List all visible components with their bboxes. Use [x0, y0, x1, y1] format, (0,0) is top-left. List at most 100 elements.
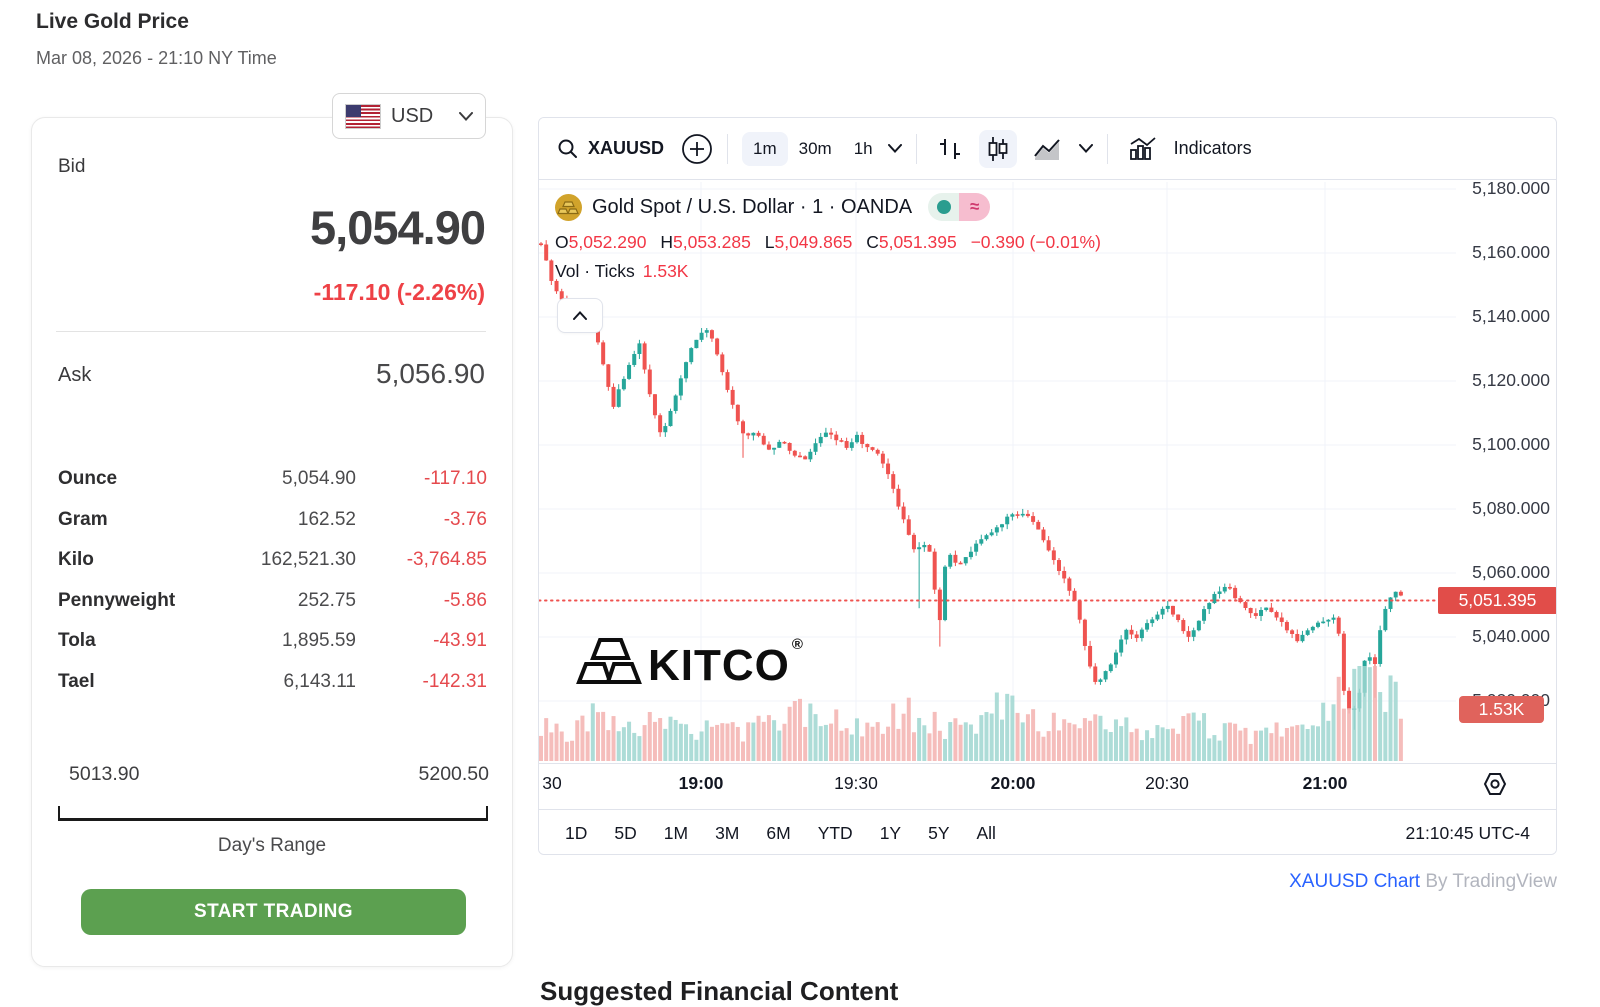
candles-style-icon[interactable] — [978, 129, 1017, 168]
time-axis[interactable]: 30 19:00 19:30 20:00 20:30 21:00 — [539, 763, 1556, 810]
range-button-6m[interactable]: 6M — [766, 822, 791, 843]
chart-toolbar: XAUUSD 1m 30m 1h — [539, 118, 1556, 180]
unit-row: Gram 162.52 -3.76 — [32, 509, 512, 550]
style-chevron-down-icon[interactable] — [1078, 144, 1093, 153]
volume-readout: Vol · Ticks 1.53K — [555, 261, 689, 281]
indicators-button[interactable]: Indicators — [1173, 138, 1252, 158]
price-tick-label: 5,180.000 — [1472, 178, 1550, 198]
page-title: Live Gold Price — [36, 10, 189, 33]
section-heading-clipped: Suggested Financial Content — [540, 976, 899, 1006]
unit-row: Pennyweight 252.75 -5.86 — [32, 590, 512, 631]
range-button-1d[interactable]: 1D — [565, 822, 588, 843]
tradingview-chart-panel: XAUUSD 1m 30m 1h — [538, 117, 1557, 855]
ask-label: Ask — [58, 364, 92, 386]
bars-style-icon[interactable] — [931, 130, 969, 168]
unit-change: -43.91 — [433, 630, 487, 651]
ask-price: 5,056.90 — [376, 358, 485, 389]
bid-label: Bid — [58, 156, 86, 177]
compare-add-icon[interactable] — [681, 133, 713, 165]
last-price-label: 5,051.395 — [1438, 587, 1556, 614]
unit-value: 162,521.30 — [260, 549, 356, 570]
chart-attribution: XAUUSD Chart By TradingView — [538, 871, 1557, 893]
toolbar-separator — [727, 133, 728, 164]
range-button-1y[interactable]: 1Y — [879, 822, 902, 843]
price-axis[interactable]: 5,180.000 5,160.000 5,140.000 5,120.000 5,10… — [1439, 118, 1556, 758]
currency-selector[interactable]: USD — [332, 93, 486, 139]
price-tick-label: 5,080.000 — [1472, 498, 1550, 518]
unit-row: Kilo 162,521.30 -3,764.85 — [32, 549, 512, 590]
range-button-1m[interactable]: 1M — [663, 822, 689, 843]
unit-value: 1,895.59 — [282, 630, 356, 651]
time-tick-label: 21:00 — [1302, 773, 1348, 793]
unit-label: Pennyweight — [58, 589, 176, 611]
unit-label: Ounce — [58, 468, 118, 489]
chart-clock[interactable]: 21:10:45 UTC-4 — [1405, 822, 1530, 843]
chart-bottom-bar: 1D 5D 1M 3M 6M YTD 1Y 5Y All 21:10:45 UTC-4 — [539, 809, 1556, 854]
range-button-3m[interactable]: 3M — [715, 822, 740, 843]
gold-coin-icon — [555, 193, 582, 221]
unit-change: -142.31 — [422, 670, 487, 692]
volume-axis-label: 1.53K — [1459, 696, 1544, 723]
unit-change: -5.86 — [443, 589, 487, 611]
registered-mark: ® — [791, 636, 803, 653]
unit-row: Tael 6,143.11 -142.31 — [32, 671, 512, 712]
unit-row: Tola 1,895.59 -43.91 — [32, 630, 512, 671]
time-tick-label: 20:30 — [1145, 773, 1189, 793]
interval-30m-button[interactable]: 30m — [798, 138, 832, 158]
bid-change: -117.10 (-2.26%) — [313, 279, 485, 305]
time-tick-label: 20:00 — [990, 773, 1036, 793]
interval-1h-button[interactable]: 1h — [853, 138, 873, 158]
symbol-search-input[interactable]: XAUUSD — [588, 138, 665, 158]
unit-value: 5,054.90 — [282, 468, 356, 489]
time-tick-label: 19:30 — [834, 773, 878, 793]
price-tick-label: 5,140.000 — [1472, 306, 1550, 326]
approx-icon: ≈ — [959, 193, 991, 221]
us-flag-icon — [345, 103, 381, 129]
unit-row: Ounce 5,054.90 -117.10 — [32, 468, 512, 509]
toolbar-separator — [1106, 133, 1108, 164]
day-range-high: 5200.50 — [418, 763, 490, 785]
chart-legend: Gold Spot / U.S. Dollar · 1 · OANDA ≈ O5… — [555, 193, 1101, 282]
price-tick-label: 5,100.000 — [1472, 434, 1550, 454]
area-style-icon[interactable] — [1027, 130, 1067, 168]
range-button-ytd[interactable]: YTD — [817, 822, 853, 843]
legend-collapse-button[interactable] — [557, 298, 603, 333]
kitco-logo-text: KITCO — [648, 641, 790, 690]
unit-label: Gram — [58, 508, 108, 530]
unit-change: -117.10 — [423, 468, 487, 489]
day-range-low: 5013.90 — [69, 763, 140, 785]
day-range-bar — [58, 806, 488, 821]
unit-value: 6,143.11 — [283, 670, 356, 692]
interval-1m-button[interactable]: 1m — [742, 131, 788, 166]
kitco-watermark: KITCO ® — [576, 636, 803, 688]
price-tick-label: 5,040.000 — [1472, 626, 1550, 646]
price-tick-label: 5,120.000 — [1472, 370, 1550, 390]
range-button-5y[interactable]: 5Y — [928, 822, 950, 843]
symbol-title[interactable]: Gold Spot / U.S. Dollar · 1 · OANDA — [592, 195, 913, 218]
intervals-chevron-down-icon[interactable] — [887, 144, 902, 153]
unit-label: Tael — [58, 670, 95, 692]
ohlc-readout: O5,052.290 H5,053.285 L5,049.865 C5,051.… — [555, 232, 1101, 252]
unit-label: Tola — [58, 630, 96, 651]
indicators-icon[interactable] — [1122, 130, 1164, 168]
search-icon[interactable] — [557, 138, 578, 159]
start-trading-button[interactable]: START TRADING — [81, 889, 466, 935]
unit-change: -3,764.85 — [406, 549, 487, 570]
range-button-5d[interactable]: 5D — [614, 822, 637, 843]
market-status-dot-icon — [928, 193, 960, 221]
unit-label: Kilo — [58, 549, 94, 570]
unit-value: 252.75 — [297, 589, 356, 611]
chevron-up-icon — [573, 311, 587, 320]
timezone-settings-icon[interactable] — [1482, 771, 1508, 797]
unit-price-table: Ounce 5,054.90 -117.10 Gram 162.52 -3.76 Kilo 1… — [32, 468, 512, 711]
price-tick-label: 5,060.000 — [1472, 562, 1550, 582]
range-button-all[interactable]: All — [976, 822, 996, 843]
unit-value: 162.52 — [297, 508, 356, 530]
candlestick-chart[interactable] — [539, 118, 1557, 855]
day-range-label: Day's Range — [217, 835, 327, 856]
divider — [56, 331, 486, 332]
chevron-down-icon — [459, 111, 473, 121]
time-tick-label: 19:00 — [678, 773, 724, 793]
status-pill[interactable]: ≈ — [928, 193, 991, 221]
xauusd-chart-link[interactable]: XAUUSD Chart — [1289, 871, 1421, 892]
